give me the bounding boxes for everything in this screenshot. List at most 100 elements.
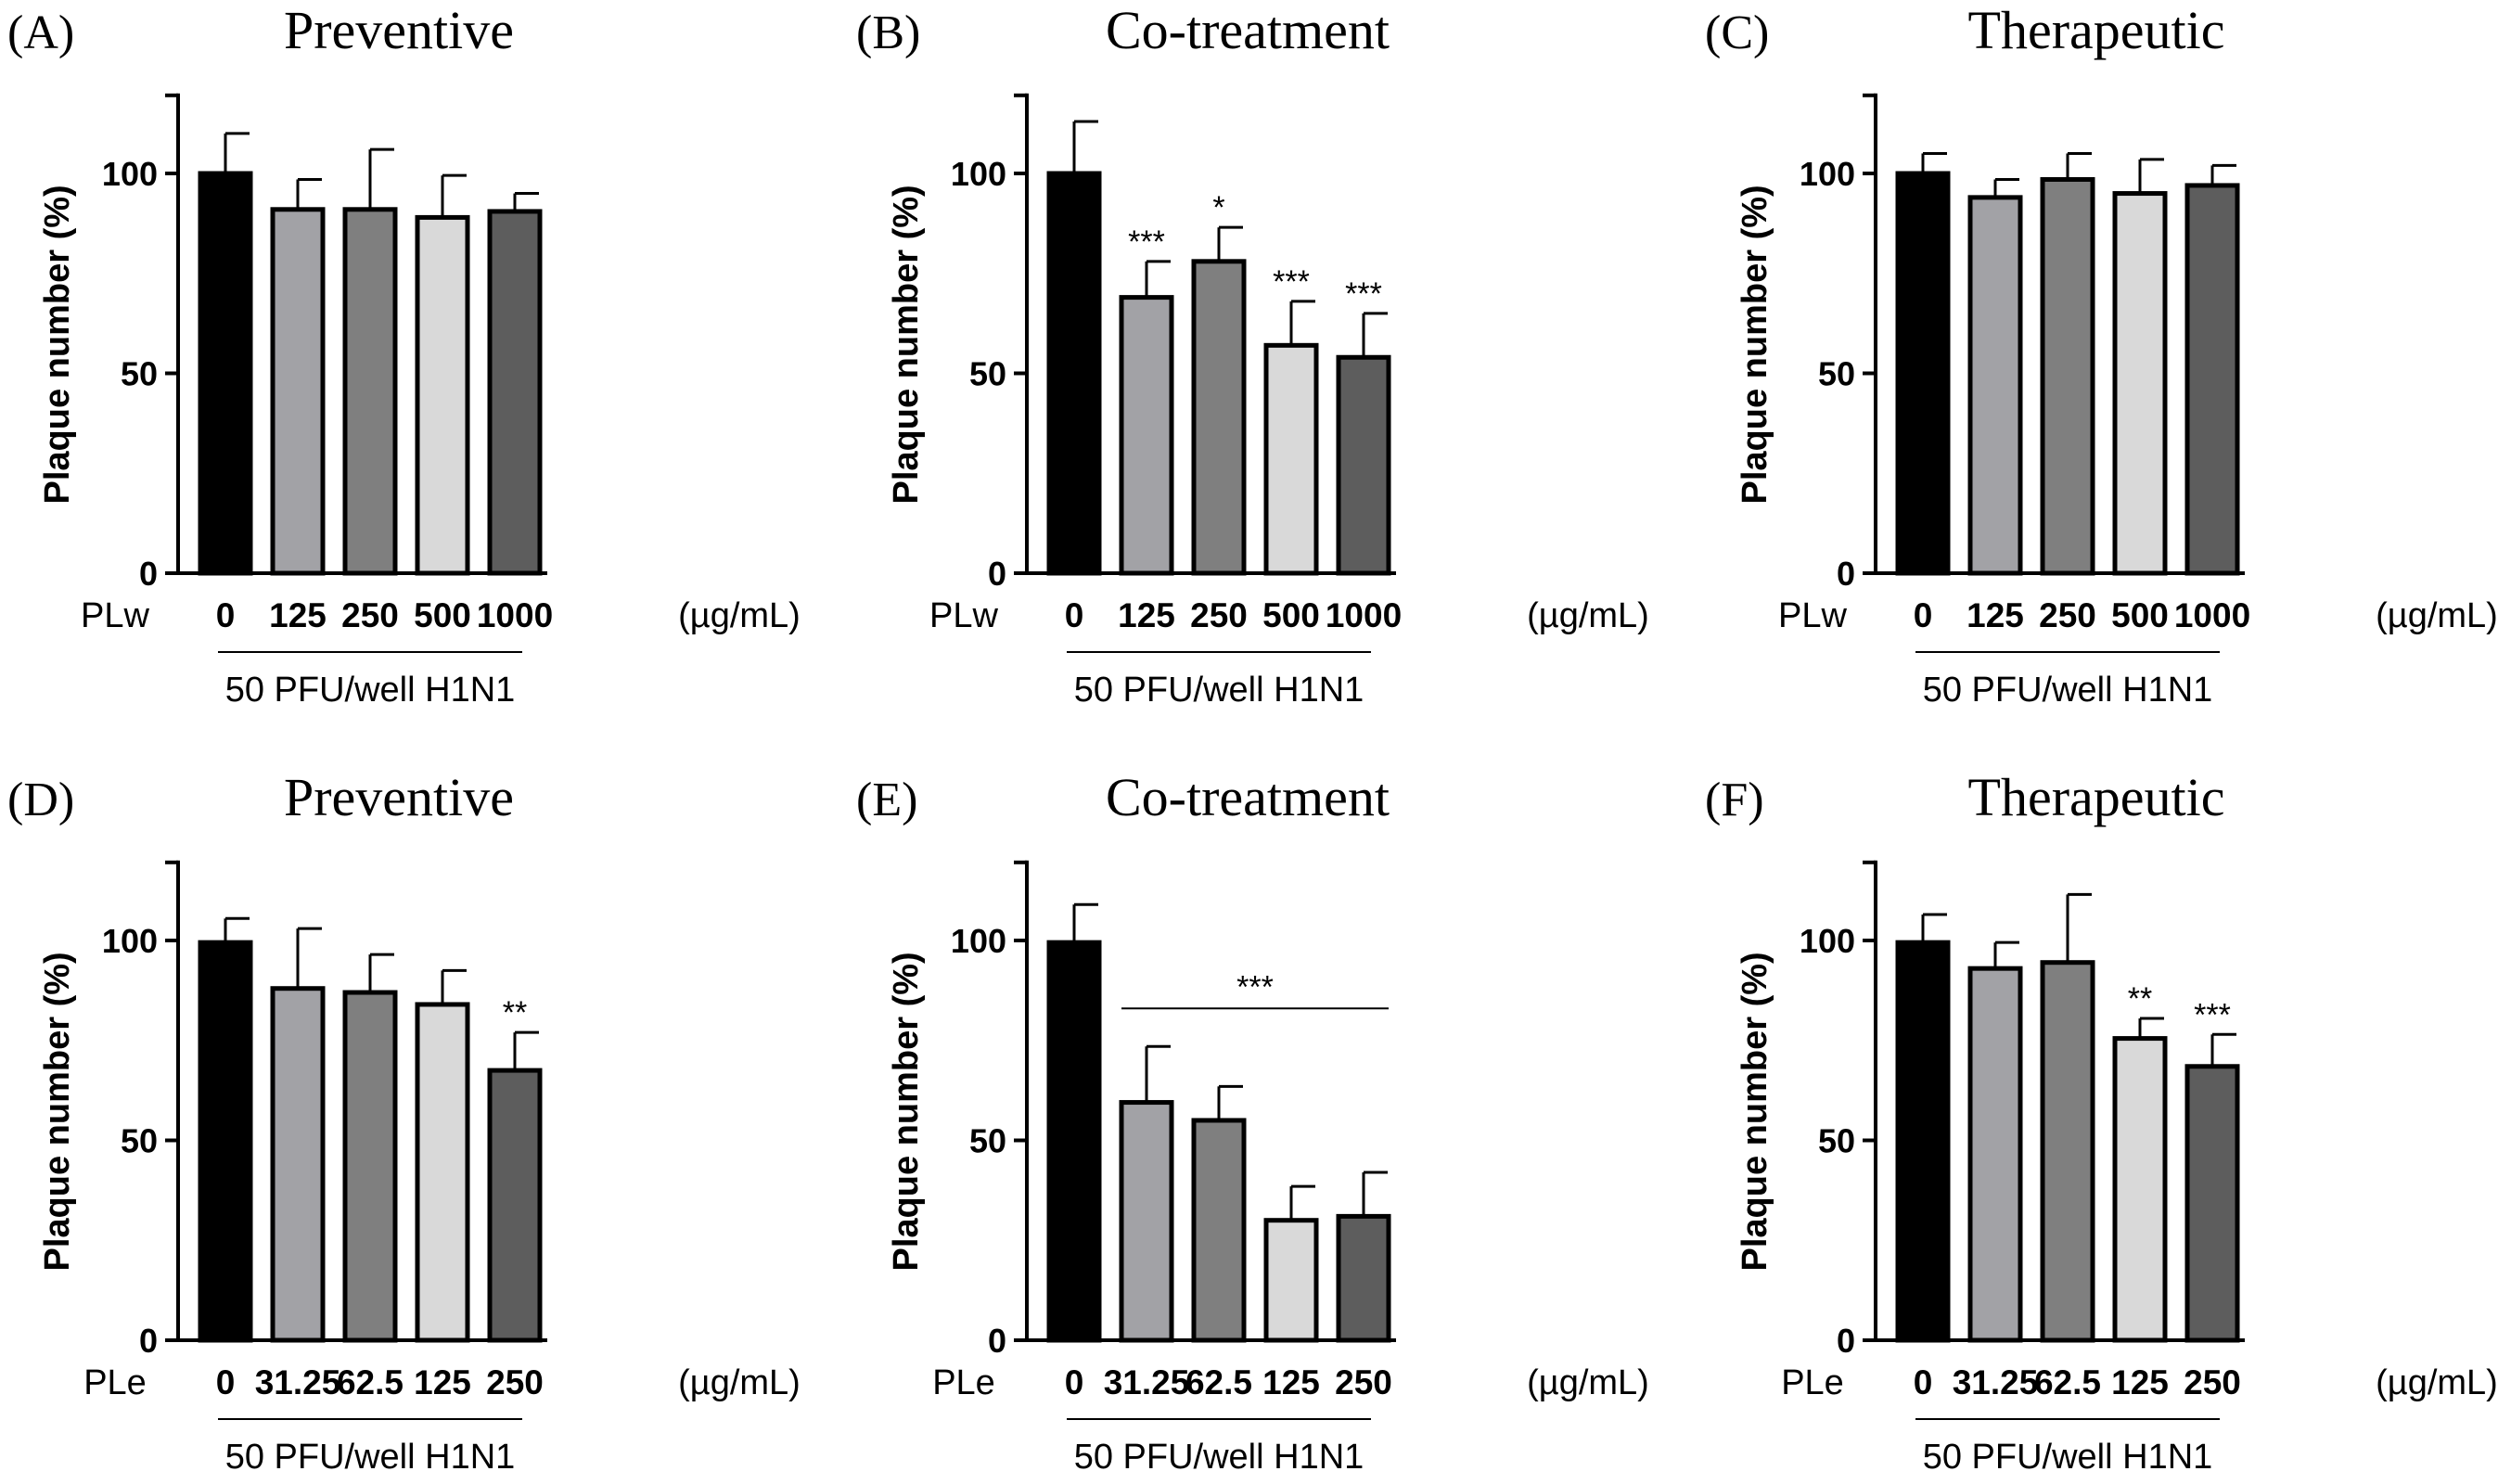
y-tick-label: 100 — [1800, 922, 1855, 960]
x-tick-label: 250 — [2039, 596, 2096, 634]
bar-250 — [342, 207, 398, 576]
significance-marker: ** — [503, 995, 527, 1030]
unit-label: (µg/mL) — [2376, 1363, 2498, 1402]
significance-marker: *** — [1273, 264, 1310, 300]
x-tick-label: 1000 — [477, 596, 553, 634]
y-axis-label: Plaque number (%) — [887, 185, 926, 504]
bar-250 — [487, 1068, 543, 1343]
x-tick-label: 0 — [1065, 1363, 1084, 1401]
x-tick-label: 62.5 — [1185, 1363, 1252, 1401]
bar-0 — [198, 171, 253, 576]
bar-1000 — [1336, 354, 1391, 576]
bar-0 — [1046, 940, 1102, 1343]
bar-62.5 — [342, 990, 398, 1343]
x-tick-label: 250 — [2184, 1363, 2241, 1401]
panel-letter: (C) — [1705, 6, 1769, 59]
y-axis-label: Plaque number (%) — [38, 185, 77, 504]
bar-125 — [2112, 1036, 2168, 1343]
y-axis-label: Plaque number (%) — [38, 952, 77, 1271]
x-tick-label: 125 — [2111, 1363, 2169, 1401]
bar-500 — [415, 214, 470, 576]
x-tick-label: 500 — [414, 596, 471, 634]
bar-250 — [2184, 1064, 2240, 1343]
x-tick-label: 500 — [1262, 596, 1320, 634]
y-tick-label: 0 — [988, 1322, 1006, 1360]
bar-500 — [1263, 342, 1319, 576]
bar-125 — [1119, 295, 1174, 576]
bar-0 — [1046, 171, 1102, 576]
y-tick-label: 100 — [102, 922, 158, 960]
y-tick-label: 0 — [988, 555, 1006, 593]
x-tick-label: 31.25 — [255, 1363, 341, 1401]
row-label: PLw — [929, 596, 998, 635]
y-tick-label: 50 — [1818, 1122, 1855, 1160]
x-tick-label: 0 — [1914, 596, 1933, 634]
x-tick-label: 0 — [1065, 596, 1084, 634]
x-tick-label: 62.5 — [2034, 1363, 2101, 1401]
bar-31.25 — [1119, 1100, 1174, 1343]
x-tick-label: 0 — [1914, 1363, 1933, 1401]
significance-marker: *** — [2194, 997, 2231, 1032]
bar-125 — [415, 1002, 470, 1343]
x-tick-label: 31.25 — [1953, 1363, 2039, 1401]
bar-62.5 — [2040, 960, 2095, 1343]
x-axis-group-label: 50 PFU/well H1N1 — [1923, 671, 2213, 710]
bar-1000 — [2184, 183, 2240, 576]
chart-title: Therapeutic — [1968, 0, 2225, 60]
y-tick-label: 0 — [139, 555, 158, 593]
x-tick-label: 125 — [269, 596, 327, 634]
y-tick-label: 100 — [102, 155, 158, 193]
x-axis-group-label: 50 PFU/well H1N1 — [225, 1438, 516, 1477]
chart-title: Preventive — [284, 767, 514, 827]
y-tick-label: 100 — [951, 155, 1006, 193]
bar-0 — [1895, 940, 1951, 1343]
x-tick-label: 1000 — [2174, 596, 2250, 634]
bar-250 — [1191, 259, 1247, 576]
chart-panel-f: (F) Therapeutic Plaque number (%) 0 50 100 0 31… — [1705, 767, 2498, 1477]
y-tick-label: 50 — [1818, 355, 1855, 393]
chart-panel-c: (C) Therapeutic Plaque number (%) 0 50 1000 12… — [1705, 0, 2498, 710]
y-axis-label: Plaque number (%) — [1736, 185, 1774, 504]
x-tick-label: 0 — [216, 596, 236, 634]
y-axis-label: Plaque number (%) — [887, 952, 926, 1271]
bar-31.25 — [270, 986, 326, 1343]
x-axis-group-label: 50 PFU/well H1N1 — [225, 671, 516, 710]
bar-250 — [2040, 176, 2095, 576]
y-tick-label: 0 — [1837, 1322, 1855, 1360]
chart-title: Co-treatment — [1106, 767, 1390, 827]
y-tick-label: 50 — [969, 355, 1006, 393]
x-tick-label: 0 — [216, 1363, 236, 1401]
x-axis-group-label: 50 PFU/well H1N1 — [1074, 671, 1364, 710]
x-tick-label: 500 — [2111, 596, 2169, 634]
y-tick-label: 50 — [121, 355, 158, 393]
x-axis-group-label: 50 PFU/well H1N1 — [1074, 1438, 1364, 1477]
chart-title: Preventive — [284, 0, 514, 60]
y-axis-label: Plaque number (%) — [1736, 952, 1774, 1271]
bar-125 — [1967, 195, 2023, 576]
panel-letter: (A) — [7, 6, 74, 59]
y-tick-label: 100 — [1800, 155, 1855, 193]
bar-31.25 — [1967, 966, 2023, 1343]
y-tick-label: 0 — [139, 1322, 158, 1360]
unit-label: (µg/mL) — [2376, 596, 2498, 635]
x-tick-label: 125 — [1118, 596, 1175, 634]
bar-0 — [1895, 171, 1951, 576]
x-tick-label: 125 — [1967, 596, 2024, 634]
x-tick-label: 62.5 — [337, 1363, 404, 1401]
unit-label: (µg/mL) — [678, 1363, 801, 1402]
unit-label: (µg/mL) — [1527, 596, 1649, 635]
y-tick-label: 50 — [969, 1122, 1006, 1160]
x-tick-label: 250 — [486, 1363, 544, 1401]
panel-letter: (E) — [856, 774, 917, 826]
x-tick-label: 1000 — [1326, 596, 1402, 634]
group-significance-marker: *** — [1236, 969, 1274, 1004]
row-label: PLe — [1781, 1363, 1844, 1402]
bar-125 — [270, 207, 326, 576]
x-tick-label: 250 — [1190, 596, 1248, 634]
x-tick-label: 250 — [1335, 1363, 1392, 1401]
unit-label: (µg/mL) — [1527, 1363, 1649, 1402]
